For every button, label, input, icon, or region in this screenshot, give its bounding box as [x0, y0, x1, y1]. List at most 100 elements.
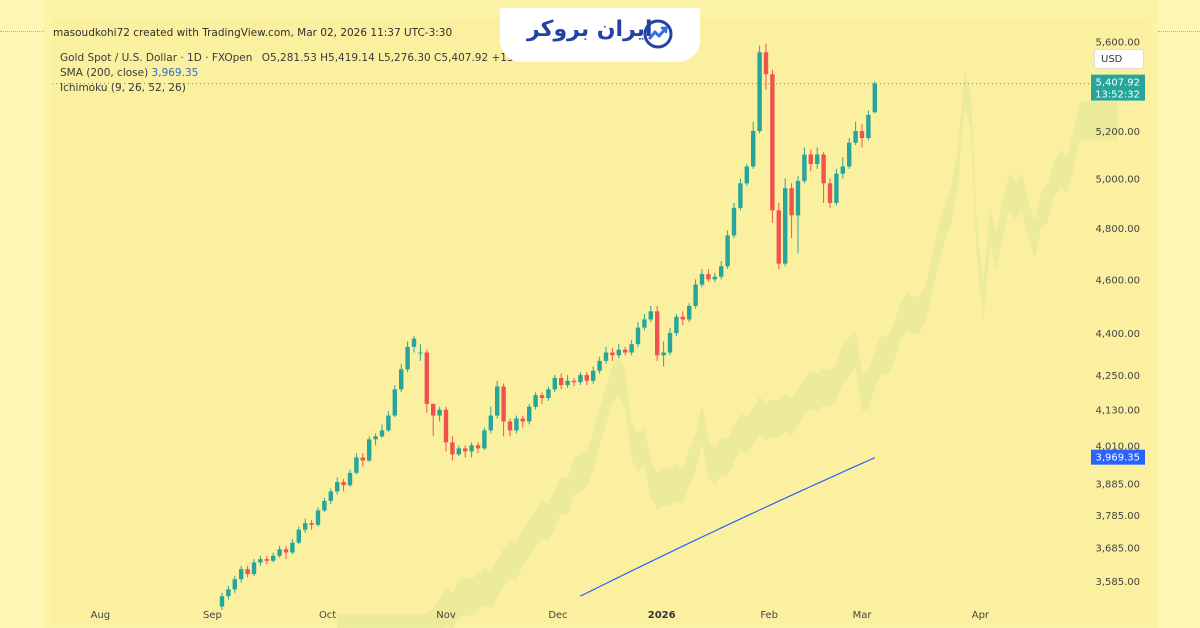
candle: [719, 261, 724, 280]
candle: [501, 383, 506, 437]
y-tick-label: 5,200.00: [1095, 127, 1140, 138]
candle: [469, 442, 474, 458]
candle: [827, 178, 833, 208]
candle: [866, 110, 871, 141]
y-tick-label: 4,400.00: [1095, 329, 1140, 340]
candle: [725, 230, 730, 269]
currency-selector[interactable]: USD: [1094, 49, 1144, 69]
candle-body: [507, 421, 513, 431]
y-tick-label: 4,250.00: [1095, 371, 1140, 382]
candle: [565, 375, 570, 388]
legend-sma-label: SMA (200, close): [60, 67, 149, 79]
candle: [315, 507, 321, 527]
candle-body: [687, 305, 692, 320]
y-tick-label: 4,010.00: [1095, 441, 1140, 452]
legend-ohlc: O5,281.53 H5,419.14 L5,276.30 C5,407.92 …: [261, 52, 538, 64]
candle-body: [776, 210, 781, 264]
ichimoku-cloud: [337, 70, 1118, 628]
candle: [693, 279, 698, 309]
candle-body: [431, 403, 436, 416]
y-tick-label: 3,785.00: [1095, 511, 1140, 522]
candle-body: [437, 409, 442, 416]
candle-body: [488, 415, 493, 431]
candle-body: [411, 338, 417, 347]
candle-body: [296, 529, 301, 543]
candle-body: [546, 389, 551, 399]
sma-polyline: [580, 457, 876, 597]
candle-body: [789, 188, 794, 216]
candle-body: [815, 154, 820, 165]
candle: [271, 552, 276, 563]
candle: [699, 268, 705, 288]
candle: [264, 555, 269, 565]
candle-body: [763, 52, 769, 75]
candle: [488, 406, 493, 434]
candle: [360, 452, 365, 467]
candle-body: [853, 131, 858, 143]
candle-body: [635, 327, 641, 345]
candle-body: [661, 352, 666, 356]
candle-body: [258, 559, 263, 563]
candle-body: [245, 569, 250, 575]
candle: [559, 373, 564, 390]
logo-name: ایران بروکر: [527, 17, 653, 42]
logo-box: [500, 8, 700, 62]
legend-ichimoku-line[interactable]: Ichimoku (9, 26, 52, 26): [60, 82, 186, 94]
time-axis[interactable]: Aug Sep Oct Nov Dec 2026 Feb Mar Apr: [91, 610, 990, 621]
y-tick-label: 4,800.00: [1095, 224, 1140, 235]
candle-body: [264, 559, 269, 561]
candle: [616, 344, 621, 359]
x-tick-label: Dec: [548, 610, 567, 621]
candle: [520, 415, 525, 428]
countdown-label: 13:52:32: [1095, 90, 1140, 101]
candle: [834, 168, 839, 206]
candle-body: [680, 316, 685, 320]
candle: [610, 348, 615, 361]
legend-sma-line[interactable]: SMA (200, close) 3,969.35: [60, 67, 198, 79]
candle: [847, 138, 852, 169]
candle-body: [271, 555, 276, 561]
candle: [392, 385, 397, 418]
candle: [437, 406, 442, 422]
x-tick-label: Apr: [972, 610, 990, 621]
candle-body: [456, 448, 461, 455]
candle: [821, 152, 826, 203]
candle: [597, 356, 602, 374]
x-tick-label: Aug: [91, 610, 111, 621]
y-tick-label: 3,885.00: [1095, 480, 1140, 491]
candle-body: [821, 154, 826, 184]
candle-body: [584, 375, 589, 381]
candle-body: [559, 377, 564, 386]
candle: [258, 555, 263, 566]
x-tick-label: Mar: [853, 610, 873, 621]
candle-body: [578, 375, 583, 383]
candle-body: [418, 352, 423, 354]
ichimoku-cloud-band: [337, 70, 1118, 628]
candle-body: [482, 430, 487, 449]
outer-right-margin: [1158, 0, 1200, 628]
candle: [219, 592, 225, 610]
price-axis[interactable]: 5,600.00 5,200.00 5,000.00 4,800.00 4,600.00…: [1091, 37, 1145, 588]
candle: [731, 202, 737, 238]
legend-symbol-line: Gold Spot / U.S. Dollar · 1D · FXOpen O5…: [60, 52, 537, 64]
candle: [763, 43, 769, 90]
candle-body: [219, 596, 225, 607]
candle-body: [303, 523, 308, 530]
candle: [405, 341, 410, 373]
candle-body: [226, 589, 231, 597]
candle: [533, 392, 538, 410]
candle-body: [744, 166, 749, 184]
candle-body: [443, 409, 449, 443]
candle: [386, 411, 391, 432]
candle-body: [597, 360, 602, 371]
candle: [277, 545, 282, 558]
candle: [776, 202, 781, 269]
candle: [283, 545, 289, 560]
candle: [629, 339, 634, 356]
candle-body: [277, 549, 282, 556]
candle: [578, 372, 583, 386]
candle-body: [373, 436, 378, 440]
candle: [539, 392, 545, 404]
candle-body: [514, 418, 519, 431]
